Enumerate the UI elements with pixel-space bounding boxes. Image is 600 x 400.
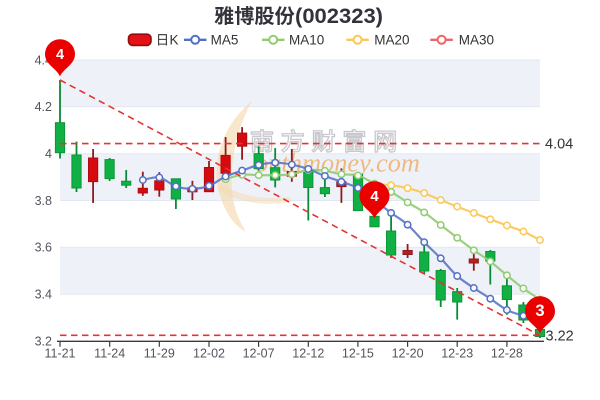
svg-text:4: 4 bbox=[56, 47, 64, 63]
svg-text:4: 4 bbox=[370, 188, 379, 205]
svg-text:3.8: 3.8 bbox=[35, 194, 52, 208]
svg-text:MA20: MA20 bbox=[374, 33, 409, 48]
svg-text:K: K bbox=[170, 33, 179, 48]
svg-text:3.22: 3.22 bbox=[546, 328, 574, 344]
svg-text:(002323): (002323) bbox=[295, 5, 383, 28]
svg-text:11-21: 11-21 bbox=[44, 347, 75, 361]
svg-text:4.2: 4.2 bbox=[35, 100, 52, 114]
svg-text:11-24: 11-24 bbox=[94, 347, 125, 361]
svg-text:12-15: 12-15 bbox=[342, 347, 374, 361]
svg-text:3.6: 3.6 bbox=[35, 241, 52, 255]
svg-text:12-23: 12-23 bbox=[441, 347, 473, 361]
svg-text:4.04: 4.04 bbox=[545, 137, 573, 153]
svg-text:MA5: MA5 bbox=[211, 33, 239, 48]
svg-text:12-12: 12-12 bbox=[292, 347, 324, 361]
svg-text:12-20: 12-20 bbox=[392, 347, 424, 361]
svg-text:3.4: 3.4 bbox=[35, 288, 52, 302]
svg-text:12-28: 12-28 bbox=[491, 347, 523, 361]
svg-text:12-07: 12-07 bbox=[243, 347, 275, 361]
svg-text:3: 3 bbox=[535, 302, 544, 320]
svg-text:MA10: MA10 bbox=[289, 33, 324, 48]
svg-text:3.2: 3.2 bbox=[35, 334, 52, 348]
svg-text:11-29: 11-29 bbox=[144, 347, 175, 361]
svg-text:MA30: MA30 bbox=[459, 33, 494, 48]
svg-text:4: 4 bbox=[45, 147, 52, 161]
svg-text:12-02: 12-02 bbox=[193, 347, 225, 361]
